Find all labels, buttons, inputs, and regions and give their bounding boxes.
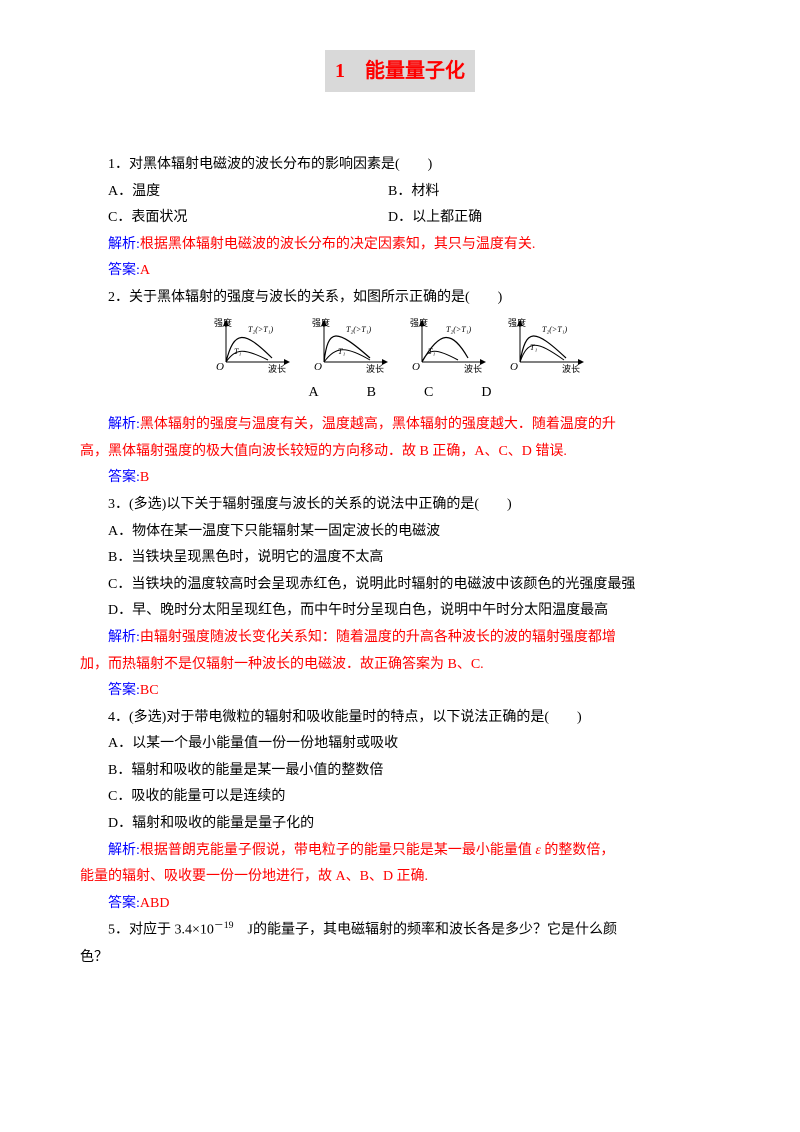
q3-analysis-l2: 加，而热辐射不是仅辐射一种波长的电磁波．故正确答案为 B、C.	[80, 652, 720, 679]
chart-D: 强度 波长 O T₂(>T₁) T₁	[504, 318, 590, 376]
q2-analysis-l2: 高，黑体辐射强度的极大值向波长较短的方向移动．故 B 正确，A、C、D 错误.	[80, 439, 720, 466]
q4-optD: D．辐射和吸收的能量是量子化的	[80, 811, 720, 838]
svg-text:强度: 强度	[410, 318, 428, 328]
q4-analysis-l2: 能量的辐射、吸收要一份一份地进行，故 A、B、D 正确.	[80, 864, 720, 891]
svg-text:强度: 强度	[312, 318, 330, 328]
svg-text:T₂(>T₁): T₂(>T₁)	[446, 325, 472, 334]
chart-label-C: C	[424, 380, 433, 407]
q1-optC: C．表面状况	[80, 205, 360, 232]
svg-text:T₂(>T₁): T₂(>T₁)	[248, 325, 274, 334]
svg-text:T₁: T₁	[530, 343, 537, 352]
q4-stem: 4．(多选)对于带电微粒的辐射和吸收能量时的特点，以下说法正确的是( )	[80, 705, 720, 732]
title-container: 1 能量量子化	[80, 50, 720, 152]
chart-B: 强度 波长 O T₂(>T₁) T₁	[308, 318, 394, 376]
q2-analysis-l1: 解析:黑体辐射的强度与温度有关，温度越高，黑体辐射的强度越大．随着温度的升	[80, 412, 720, 439]
svg-text:O: O	[314, 361, 322, 373]
q4-analysis-l1: 解析:根据普朗克能量子假说，带电粒子的能量只能是某一最小能量值 ε 的整数倍，	[80, 838, 720, 865]
svg-text:O: O	[412, 361, 420, 373]
q5-stem-l2: 色？	[80, 945, 720, 972]
q3-optD: D．早、晚时分太阳呈现红色，而中午时分呈现白色，说明中午时分太阳温度最高	[80, 598, 720, 625]
q1-stem: 1．对黑体辐射电磁波的波长分布的影响因素是( )	[80, 152, 720, 179]
svg-text:T₁: T₁	[428, 347, 435, 356]
answer-value: BC	[140, 683, 159, 698]
page-title: 1 能量量子化	[325, 50, 475, 92]
analysis-label: 解析:	[108, 417, 140, 432]
answer-value: ABD	[140, 896, 170, 911]
svg-text:波长: 波长	[268, 363, 286, 374]
answer-value: B	[140, 470, 149, 485]
q1-answer: 答案:A	[80, 258, 720, 285]
svg-text:强度: 强度	[214, 318, 232, 328]
q5-stem-b: J的能量子，其电磁辐射的频率和波长各是多少？它是什么颜	[234, 923, 617, 938]
analysis-label: 解析:	[108, 843, 140, 858]
answer-label: 答案:	[108, 896, 140, 911]
q1-optD: D．以上都正确	[360, 205, 720, 232]
q5-stem-l1: 5．对应于 3.4×10－19 J的能量子，其电磁辐射的频率和波长各是多少？它是…	[80, 917, 720, 944]
q5-exponent: －19	[214, 920, 234, 931]
q5-stem-a: 5．对应于 3.4×10	[108, 923, 214, 938]
q3-optB: B．当铁块呈现黑色时，说明它的温度不太高	[80, 545, 720, 572]
analysis-label: 解析:	[108, 630, 140, 645]
chart-label-D: D	[481, 380, 491, 407]
chart-C: 强度 波长 O T₂(>T₁) T₁	[406, 318, 492, 376]
chart-label-A: A	[309, 380, 319, 407]
chart-label-B: B	[367, 380, 376, 407]
svg-text:T₂(>T₁): T₂(>T₁)	[542, 325, 568, 334]
answer-value: A	[140, 263, 150, 278]
analysis-text: 根据黑体辐射电磁波的波长分布的决定因素知，其只与温度有关.	[140, 237, 536, 252]
q1-optA: A．温度	[80, 179, 360, 206]
analysis-text: 的整数倍，	[541, 843, 615, 858]
svg-text:波长: 波长	[464, 363, 482, 374]
svg-text:O: O	[216, 361, 224, 373]
q1-analysis: 解析:根据黑体辐射电磁波的波长分布的决定因素知，其只与温度有关.	[80, 232, 720, 259]
q1-optB: B．材料	[360, 179, 720, 206]
analysis-text: 黑体辐射的强度与温度有关，温度越高，黑体辐射的强度越大．随着温度的升	[140, 417, 616, 432]
q2-answer: 答案:B	[80, 465, 720, 492]
answer-label: 答案:	[108, 470, 140, 485]
q2-charts: 强度 波长 O T₂(>T₁) T₁ 强度 波长 O T₂(>T₁) T₁ 强度…	[80, 318, 720, 407]
svg-text:T₁: T₁	[234, 347, 241, 356]
svg-text:波长: 波长	[366, 363, 384, 374]
q4-answer: 答案:ABD	[80, 891, 720, 918]
q1-options-row1: A．温度 B．材料	[80, 179, 720, 206]
q4-optA: A．以某一个最小能量值一份一份地辐射或吸收	[80, 731, 720, 758]
q3-stem: 3．(多选)以下关于辐射强度与波长的关系的说法中正确的是( )	[80, 492, 720, 519]
chart-labels: A B C D	[80, 380, 720, 407]
svg-text:强度: 强度	[508, 318, 526, 328]
svg-text:O: O	[510, 361, 518, 373]
q3-analysis-l1: 解析:由辐射强度随波长变化关系知：随着温度的升高各种波长的波的辐射强度都增	[80, 625, 720, 652]
q4-optC: C．吸收的能量可以是连续的	[80, 784, 720, 811]
svg-text:T₁: T₁	[338, 347, 345, 356]
analysis-label: 解析:	[108, 237, 140, 252]
q2-stem: 2．关于黑体辐射的强度与波长的关系，如图所示正确的是( )	[80, 285, 720, 312]
q4-optB: B．辐射和吸收的能量是某一最小值的整数倍	[80, 758, 720, 785]
analysis-text: 由辐射强度随波长变化关系知：随着温度的升高各种波长的波的辐射强度都增	[140, 630, 616, 645]
q3-optC: C．当铁块的温度较高时会呈现赤红色，说明此时辐射的电磁波中该颜色的光强度最强	[80, 572, 720, 599]
q3-optA: A．物体在某一温度下只能辐射某一固定波长的电磁波	[80, 519, 720, 546]
chart-A: 强度 波长 O T₂(>T₁) T₁	[210, 318, 296, 376]
analysis-text: 根据普朗克能量子假说，带电粒子的能量只能是某一最小能量值	[140, 843, 536, 858]
svg-text:波长: 波长	[562, 363, 580, 374]
answer-label: 答案:	[108, 683, 140, 698]
q1-options-row2: C．表面状况 D．以上都正确	[80, 205, 720, 232]
answer-label: 答案:	[108, 263, 140, 278]
q3-answer: 答案:BC	[80, 678, 720, 705]
svg-text:T₂(>T₁): T₂(>T₁)	[346, 325, 372, 334]
